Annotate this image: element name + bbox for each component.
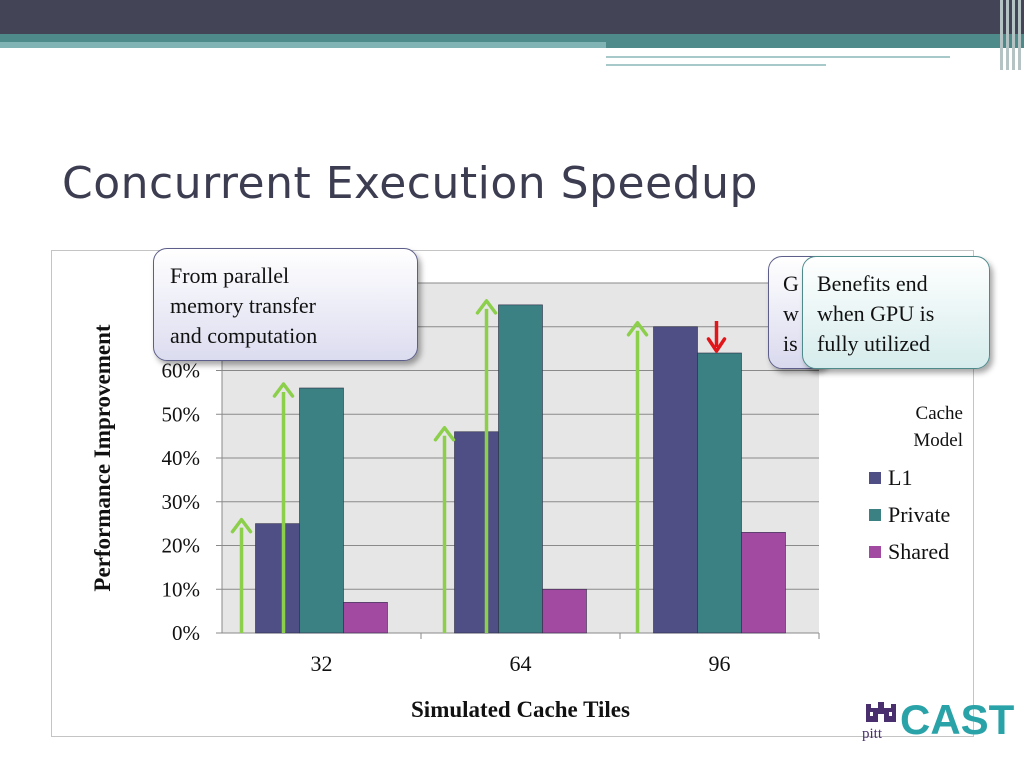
bar-l1 [454,431,499,634]
callout-text-line: is [783,331,798,356]
y-tick-label: 40% [162,446,201,470]
legend-swatch [869,509,881,521]
callout-text-line: fully utilized [817,331,931,356]
y-tick-label: 50% [162,402,201,426]
callout-text-line: w [783,301,799,326]
y-axis-title: Performance Improvement [90,324,115,592]
legend-title: Model [913,430,963,451]
legend-label: Private [888,502,950,527]
bar-shared [542,588,587,634]
y-tick-label: 60% [162,359,201,383]
x-tick-label: 32 [311,651,333,676]
callout-text-line: From parallel [170,263,290,288]
bar-shared [343,602,388,634]
bar-shared [741,532,786,634]
logo-subtext: pitt [862,726,883,742]
green-arrow-head [230,517,253,534]
callout-text-line: when GPU is [817,301,935,326]
legend-label: Shared [888,539,949,564]
logo-text: CAST [900,696,1015,743]
callout-benefits-end: Benefits end when GPU is fully utilized [802,256,990,369]
red-arrow-head [706,337,727,353]
callout-text-line: Benefits end [817,271,928,296]
callout-text-line: and computation [170,323,318,348]
x-tick-label: 64 [510,651,532,676]
legend-swatch [869,546,881,558]
green-arrow-head [272,382,295,398]
green-arrow-head [626,321,649,337]
callout-text-line: G [783,271,799,296]
y-tick-label: 0% [172,621,200,645]
x-tick-label: 96 [709,651,731,676]
bar-private [299,387,344,634]
legend-title: Cache [916,403,963,424]
decor-line [606,64,826,66]
top-stripe-light [0,42,606,48]
green-arrow-head [475,299,498,315]
legend-label: L1 [888,465,912,490]
y-tick-label: 20% [162,534,201,558]
bar-l1 [255,523,300,634]
y-tick-label: 30% [162,490,201,514]
decor-vertical-bars [998,0,1024,70]
bar-private [697,352,742,634]
legend-swatch [869,472,881,484]
green-arrow-head [433,426,456,442]
slide-title: Concurrent Execution Speedup [62,158,758,209]
callout-text-line: memory transfer [170,293,316,318]
y-tick-label: 10% [162,577,201,601]
callout-parallel-transfer: From parallel memory transfer and comput… [153,248,418,361]
top-bar [0,0,1024,34]
bar-private [498,304,543,634]
pittcast-logo: pitt CAST [862,696,1014,746]
bar-l1 [653,326,698,634]
castle-icon [866,702,896,722]
decor-line [606,56,950,58]
x-axis-title: Simulated Cache Tiles [411,697,630,722]
